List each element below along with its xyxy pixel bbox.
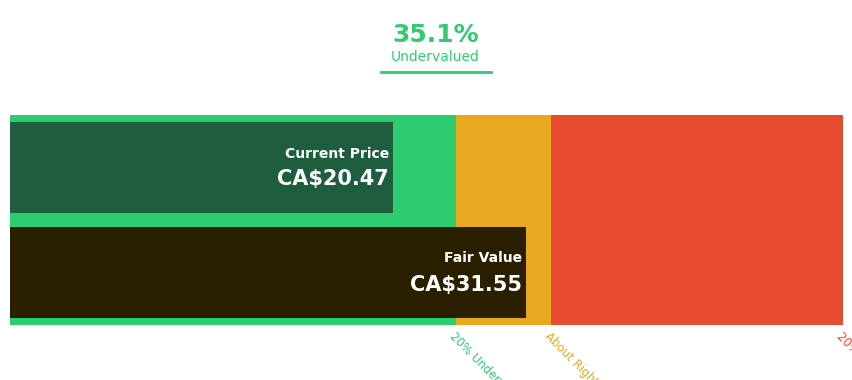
Text: 35.1%: 35.1% (392, 23, 479, 47)
Bar (10, 115, 455, 325)
Bar (550, 115, 842, 325)
Bar (10, 227, 526, 318)
Text: CA$20.47: CA$20.47 (277, 169, 389, 190)
Text: Undervalued: Undervalued (391, 50, 480, 64)
Text: 20% Overvalued: 20% Overvalued (833, 330, 852, 380)
Text: Fair Value: Fair Value (444, 252, 521, 266)
Bar (10, 122, 393, 213)
Text: About Right: About Right (542, 330, 600, 380)
Text: CA$31.55: CA$31.55 (410, 274, 521, 295)
Text: 20% Undervalued: 20% Undervalued (446, 330, 530, 380)
Text: Current Price: Current Price (285, 147, 389, 160)
Bar (455, 115, 550, 325)
